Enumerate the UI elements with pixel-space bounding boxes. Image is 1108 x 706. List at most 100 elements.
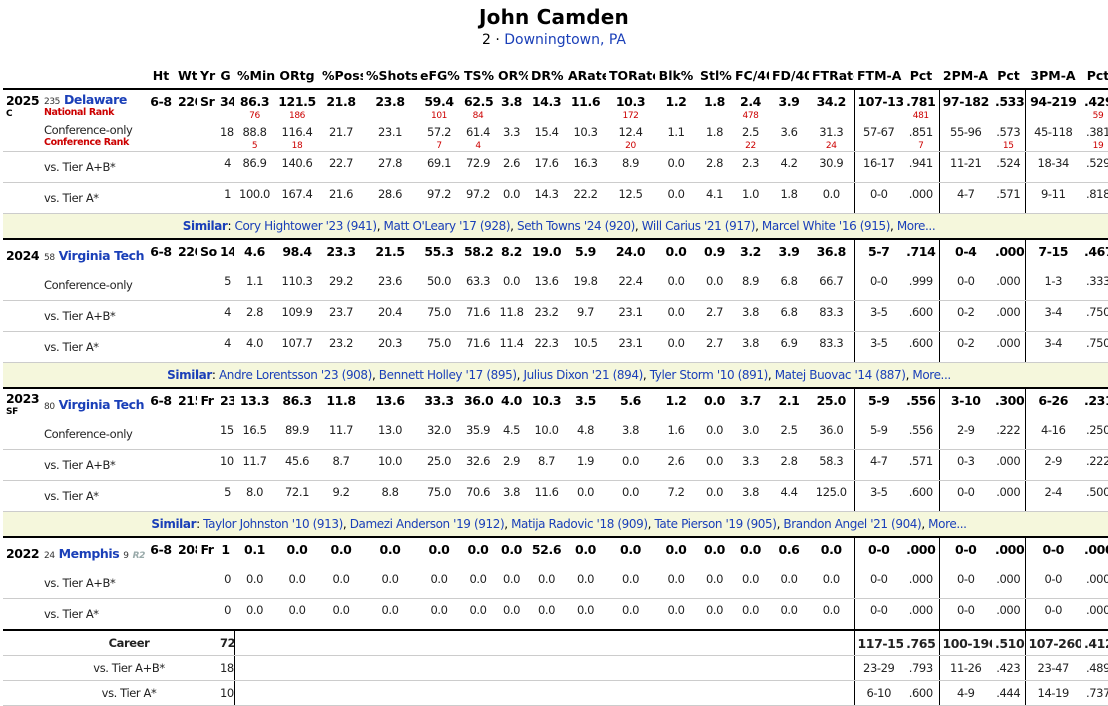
stat-value: 0.0 [621, 485, 640, 499]
similar-player-link[interactable]: Matija Radovic '18 (909) [511, 517, 648, 531]
stat-value: 19.8 [573, 274, 598, 288]
stat-cell: 0.0 [655, 331, 697, 363]
stat-cell: 72.1 [275, 480, 319, 512]
stat-cell: 0.0 [495, 568, 528, 599]
stat-value: 0-0 [869, 274, 888, 288]
stat-cell: 0-0 [853, 270, 903, 301]
similar-player-link[interactable]: Seth Towns '24 (920) [516, 219, 635, 233]
stat-cell: 32.6 [461, 449, 495, 481]
team-link[interactable]: Virginia Tech [58, 396, 145, 412]
stat-cell: 0-0 [853, 182, 903, 214]
stat-value: .533 [995, 94, 1025, 109]
stat-cell: 86.3 [275, 387, 319, 419]
rank-value: 478 [742, 111, 759, 121]
similar-label[interactable]: Similar [151, 517, 197, 531]
column-header: DR% [528, 63, 565, 90]
similar-player-link[interactable]: Damezi Anderson '19 (912) [349, 517, 505, 531]
stat-value: 1.0 [741, 187, 760, 201]
g-value: 23 [220, 393, 234, 408]
stat-value: .000 [996, 454, 1021, 468]
similar-player-link[interactable]: Marcel White '16 (915) [761, 219, 890, 233]
stat-cell: 13.6 [528, 270, 565, 301]
stat-cell: 30.9 [809, 151, 854, 183]
player-subtitle: 2 · Downingtown, PA [481, 32, 626, 48]
season-year: 2022 [6, 545, 40, 561]
stat-value: 109.9 [281, 305, 313, 319]
similar-player-link[interactable]: Matej Buovac '14 (887) [774, 368, 906, 382]
similar-player-link[interactable]: Julius Dixon '21 (894) [523, 368, 643, 382]
split-row: vs. Tier A* 1 100.0 167.4 21.6 28.6 97.2 97.2 0.… [3, 182, 1108, 214]
stat-cell: 0.0 [417, 568, 461, 599]
stat-value: 2.4 [740, 94, 761, 109]
stat-value: 1.2 [665, 393, 687, 408]
stat-value: 8.9 [741, 274, 760, 288]
stat-cell: 13.3 [234, 387, 275, 419]
more-link[interactable]: More... [912, 368, 951, 382]
spacer [3, 680, 41, 706]
split-label-cell: Conference-only [41, 270, 217, 301]
similar-player-link[interactable]: Andre Lorentsson '23 (908) [218, 368, 372, 382]
stat-cell: .818 [1081, 182, 1108, 214]
stat-value: 0-0 [868, 542, 890, 557]
stat-value: .573 [996, 125, 1021, 139]
stat-cell: 3.8 [732, 300, 769, 332]
stat-value: 0.0 [667, 305, 685, 319]
stat-value: 45-118 [1034, 125, 1073, 139]
team-link[interactable]: Delaware [63, 92, 127, 107]
team-link[interactable]: Memphis [58, 545, 120, 561]
stat-value: 3.8 [621, 423, 640, 437]
team-rank: 58 [44, 252, 55, 263]
stat-value: 6.9 [780, 336, 798, 350]
more-link[interactable]: More... [928, 517, 967, 531]
wt-value: 208 [178, 542, 197, 557]
stat-value: 0.0 [288, 603, 306, 617]
stat-cell: 0.0 [363, 536, 417, 568]
similar-player-link[interactable]: Matt O'Leary '17 (928) [383, 219, 511, 233]
similar-label[interactable]: Similar [167, 368, 212, 382]
stat-value: 4.1 [705, 187, 724, 201]
similar-player-link[interactable]: Taylor Johnston '10 (913) [203, 517, 343, 531]
stat-value: 34.2 [816, 94, 847, 109]
stat-cell: 89.9 [275, 419, 319, 450]
stat-value: 16-17 [863, 156, 895, 170]
bio-g: 14 [217, 238, 234, 270]
stat-cell: 21.6 [319, 182, 363, 214]
team-link[interactable]: Virginia Tech [58, 247, 145, 263]
similar-label[interactable]: Similar [182, 219, 228, 233]
stat-cell: 97.2 [417, 182, 461, 214]
similar-player-link[interactable]: Tate Pierson '19 (905) [654, 517, 777, 531]
stat-value: .524 [996, 156, 1021, 170]
stat-value: 23.6 [377, 274, 402, 288]
similar-player-link[interactable]: Cory Hightower '23 (941) [234, 219, 378, 233]
stat-value: 6.8 [780, 305, 798, 319]
stat-cell: 12.5 [606, 182, 655, 214]
column-header: Wt [175, 63, 197, 90]
bio-g: 34 [217, 88, 234, 121]
similar-player-link[interactable]: Bennett Holley '17 (895) [378, 368, 517, 382]
similar-player-link[interactable]: Brandon Angel '21 (904) [783, 517, 922, 531]
stat-cell: 0-2 [938, 300, 992, 332]
stat-value: 0.0 [330, 542, 352, 557]
similar-player-link[interactable]: Will Carius '21 (917) [641, 219, 756, 233]
stat-cell: .556 [903, 419, 939, 450]
stat-value: 15.4 [534, 125, 559, 139]
stat-value: 2.6 [502, 156, 521, 170]
yr-value: So [200, 244, 217, 259]
stat-cell: 21.7 [319, 121, 363, 152]
stat-value: .000 [908, 572, 933, 586]
stat-value: 10.3 [615, 94, 646, 109]
similar-player-link[interactable]: Tyler Storm '10 (891) [649, 368, 769, 382]
stat-cell: 34.2 [809, 88, 854, 121]
player-stats-table: Ht Wt Yr G %Min ORtg %Poss %Shots eFG% TS% OR% DR% A… [3, 63, 1108, 706]
more-link[interactable]: More... [896, 219, 936, 233]
stat-value: 75.0 [426, 305, 451, 319]
hometown-link[interactable]: Downingtown, PA [504, 32, 626, 48]
stat-value: 2.7 [705, 305, 724, 319]
player-header: John Camden 2 · Downingtown, PA [0, 0, 1108, 63]
stat-cell: 22.2 [565, 182, 606, 214]
stat-cell: 0.9 [697, 238, 732, 270]
stat-value: 0-4 [955, 244, 977, 259]
stat-value: 7-15 [1038, 244, 1069, 259]
